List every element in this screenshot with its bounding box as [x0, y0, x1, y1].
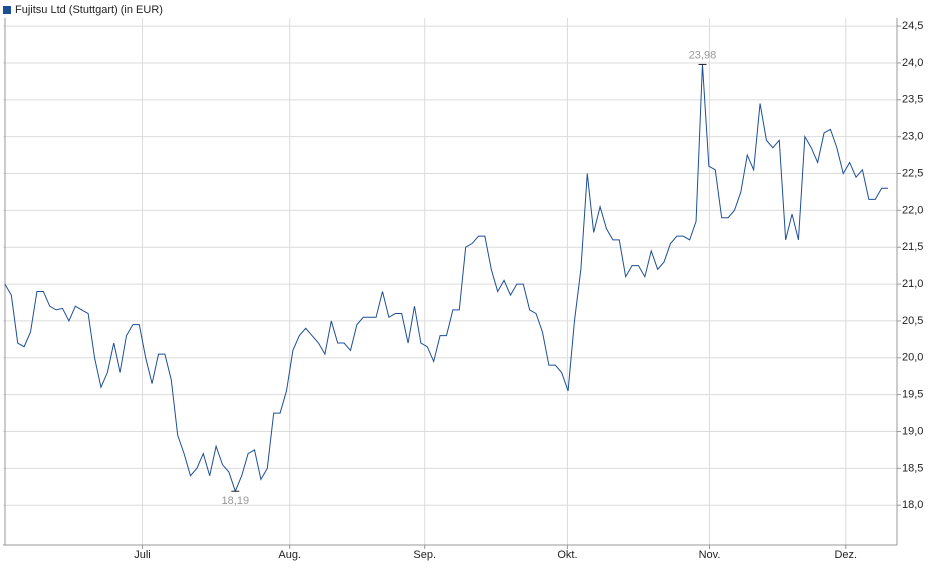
y-tick-label: 22,0 — [902, 204, 923, 216]
extreme-label: 23,98 — [689, 49, 717, 61]
x-tick-label: Aug. — [278, 549, 301, 561]
y-tick-label: 24,0 — [902, 57, 923, 69]
x-tick-label: Nov. — [699, 549, 721, 561]
y-tick-label: 21,0 — [902, 278, 923, 290]
extreme-label: 18,19 — [222, 495, 250, 507]
y-tick-label: 20,5 — [902, 315, 923, 327]
y-tick-label: 19,0 — [902, 425, 923, 437]
x-tick-label: Okt. — [557, 549, 577, 561]
x-tick-label: Sep. — [413, 549, 436, 561]
y-tick-label: 23,5 — [902, 94, 923, 106]
y-tick-label: 18,5 — [902, 462, 923, 474]
x-tick-label: Dez. — [834, 549, 857, 561]
legend-label: Fujitsu Ltd (Stuttgart) (in EUR) — [15, 4, 163, 16]
y-tick-label: 23,0 — [902, 131, 923, 143]
y-tick-label: 22,5 — [902, 167, 923, 179]
legend-swatch — [3, 6, 11, 14]
x-tick-label: Juli — [134, 549, 151, 561]
y-tick-label: 20,0 — [902, 352, 923, 364]
y-tick-label: 18,0 — [902, 499, 923, 511]
y-tick-label: 24,5 — [902, 20, 923, 32]
y-tick-label: 21,5 — [902, 241, 923, 253]
y-tick-label: 19,5 — [902, 389, 923, 401]
price-line — [4, 64, 889, 493]
